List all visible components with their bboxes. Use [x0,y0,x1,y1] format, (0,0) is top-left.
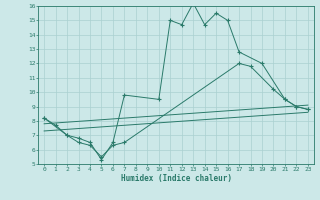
X-axis label: Humidex (Indice chaleur): Humidex (Indice chaleur) [121,174,231,183]
